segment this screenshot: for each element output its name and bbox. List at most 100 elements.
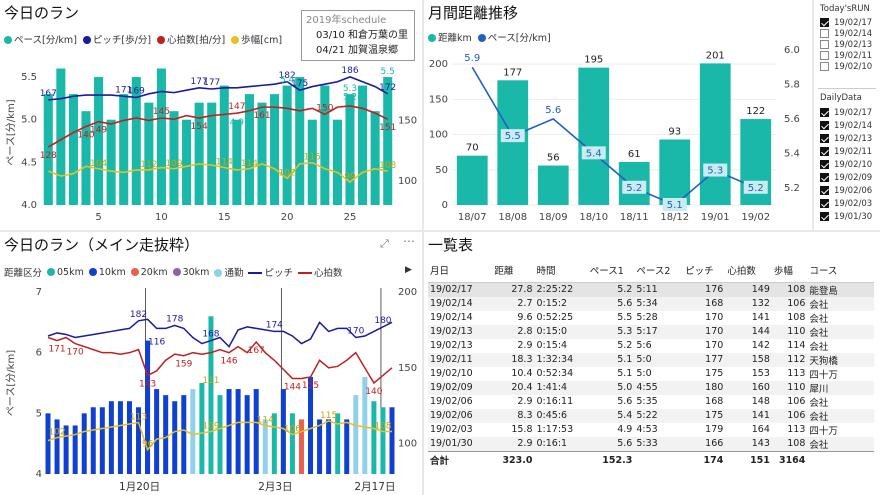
slicer-item-label: 19/02/11 [834,50,873,61]
data-label: 114 [241,159,258,169]
x-tick-label: 1月20日 [119,481,160,493]
table-row[interactable]: 19/02/14 9.6 0:52:25 5.5 5:28 170 141 108 会社 [428,311,874,325]
table-cell: 176 [683,282,726,297]
table-row[interactable]: 19/01/30 2.9 0:16:1 5.6 5:33 166 143 108 会社 [428,436,874,451]
table-cell: 2:25:22 [534,282,588,297]
slicer-daily-item[interactable]: 19/01/30 [820,210,872,223]
checkbox-icon[interactable] [820,108,829,117]
data-label: 170 [347,327,364,337]
legend-item[interactable]: 30km [172,267,209,278]
checkbox-icon[interactable] [820,62,829,71]
legend-item[interactable]: 心拍数 [297,265,343,279]
slicer-today-item[interactable]: 19/02/10 [820,61,872,72]
slicer-today-item[interactable]: 19/02/13 [820,39,872,50]
data-label: 115 [304,153,321,163]
legend-item[interactable]: 心拍数[拍/分] [157,32,225,46]
column-header[interactable]: ピッチ [683,258,726,283]
legend-item[interactable]: 20km [130,267,168,278]
series-line [47,420,392,452]
table-row[interactable]: 19/02/13 2.8 0:15:0 5.3 5:17 170 144 110 会社 [428,324,874,339]
legend-item[interactable]: ピッチ [248,265,293,279]
legend-item[interactable]: 通勤 [214,265,243,279]
table-row[interactable]: 19/02/14 2.7 0:15:2 5.6 5:34 168 132 106 会社 [428,296,874,311]
slicer-today-item[interactable]: 19/02/11 [820,50,872,61]
table-cell: 5:28 [636,312,658,323]
bar-label: 70 [466,143,479,154]
legend-next-icon[interactable]: ▶ [405,265,412,275]
legend-item[interactable]: 距離km [428,30,472,44]
checkbox-icon[interactable] [820,134,829,143]
legend-label: ピッチ [264,268,293,279]
bar-label: 177 [503,67,522,78]
slicer-daily-item[interactable]: 19/02/17 [820,106,872,119]
legend-item[interactable]: ピッチ[歩/分] [82,32,151,46]
slicer-daily-item[interactable]: 19/02/10 [820,158,872,171]
pace-bar [56,68,66,205]
more-options-icon[interactable]: ⋯ [403,234,415,248]
table-cell: 0:15:0 [534,324,588,339]
series-line [47,105,389,148]
slicer-daily-item[interactable]: 19/02/06 [820,184,872,197]
checkbox-icon[interactable] [820,160,829,169]
dot-marker-icon [4,36,12,44]
checkbox-icon[interactable] [820,40,829,49]
table-row[interactable]: 19/02/11 18.3 1:32:34 5.1 5:0 177 158 112 天狗橋 [428,352,874,367]
y-tick-label: 4 [36,469,42,480]
checkbox-icon[interactable] [820,29,829,38]
table-cell: 8.3 [492,408,535,423]
distance-bar [456,155,488,205]
legend-item[interactable]: 歩幅[cm] [231,32,282,46]
table-row[interactable]: 19/02/06 2.9 0:16:11 5.6 5:35 168 148 106 会社 [428,395,874,409]
pace-bar [298,419,304,474]
x-tick-label: 18/08 [498,212,527,223]
legend-item[interactable]: 10km [88,267,126,278]
column-header[interactable]: コース [807,258,874,283]
column-header[interactable]: ペース1 [587,258,635,283]
slicer-daily-item[interactable]: 19/02/13 [820,132,872,145]
checkbox-icon[interactable] [820,173,829,182]
table-cell: 160 [725,380,772,395]
total-cell: 合計 [428,450,493,469]
schedule-date: 03/10 [316,30,345,41]
checkbox-icon[interactable] [820,212,829,221]
table-row[interactable]: 19/02/10 10.4 0:52:34 5.1 5:0 175 153 113 四十万 [428,367,874,381]
bar-label: 61 [628,149,641,160]
slicer-daily-item[interactable]: 19/02/03 [820,197,872,210]
checkbox-icon[interactable] [820,18,829,27]
checkbox-icon[interactable] [820,186,829,195]
table-cell: 5.6 [587,296,635,311]
pace-bar [156,68,166,205]
legend-item[interactable]: ペース[分/km] [477,30,551,44]
slicer-daily-item[interactable]: 19/02/09 [820,171,872,184]
checkbox-icon[interactable] [820,121,829,130]
column-header[interactable]: 歩幅 [771,258,808,283]
slicer-today-item[interactable]: 19/02/17 [820,17,872,28]
checkbox-icon[interactable] [820,199,829,208]
legend-item[interactable]: 距離区分 [4,265,42,279]
pace-label: 5.4 [586,148,602,159]
focus-mode-icon[interactable]: ⤢ [380,237,389,250]
table-row[interactable]: 19/02/09 20.4 1:41:4 5.0 4:55 180 160 110 犀川 [428,380,874,395]
table-cell: 会社 [807,408,874,423]
checkbox-icon[interactable] [820,51,829,60]
legend-item[interactable]: ペース[分/km] [4,32,77,46]
column-header[interactable]: ペース2 [634,258,684,283]
column-header[interactable]: 心拍数 [725,258,772,283]
slicer-today-item[interactable]: 19/02/14 [820,28,872,39]
slicer-daily-item[interactable]: 19/02/11 [820,145,872,158]
pace-bar [90,407,96,474]
table-row[interactable]: 19/02/03 15.8 1:17:53 4.9 4:53 179 164 113 四十万 [428,423,874,437]
pace-bar [169,111,179,205]
table-row[interactable]: 19/02/13 2.9 0:15:4 5.2 5:6 170 142 114 会社 [428,339,874,353]
column-header[interactable]: 時間 [534,258,588,283]
legend-item[interactable]: 05km [47,267,84,278]
table-row[interactable]: 19/02/06 8.3 0:45:6 5.4 5:22 175 141 106 会社 [428,408,874,423]
column-header[interactable]: 距離 [492,258,535,283]
column-header[interactable]: 月日 [428,258,493,283]
checkbox-icon[interactable] [820,147,829,156]
pace-label: 5.3 [707,166,723,177]
schedule-box: 2019年schedule 03/10 和倉万葉の里 04/21 加賀温泉郷 [301,10,415,61]
slicer-daily-item[interactable]: 19/02/14 [820,119,872,132]
pace-bar [145,340,151,474]
table-row[interactable]: 19/02/17 27.8 2:25:22 5.2 5:11 176 149 108 能登島 [428,282,874,297]
